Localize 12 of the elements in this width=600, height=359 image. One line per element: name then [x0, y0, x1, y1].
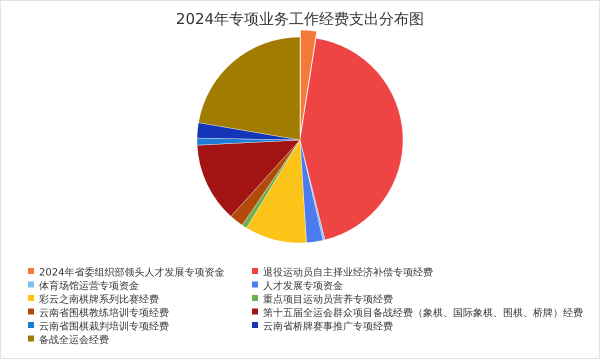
- legend-label: 云南省桥牌赛事推广专项经费: [263, 320, 393, 332]
- legend-label: 彩云之南棋牌系列比赛经费: [39, 294, 159, 306]
- legend-label: 人才发展专项资金: [263, 280, 343, 292]
- legend-label: 备战全运会经费: [39, 334, 109, 346]
- legend-label: 体育场馆运营专项资金: [39, 280, 139, 292]
- legend-label: 云南省围棋教练培训专项经费: [39, 307, 169, 319]
- legend-label: 重点项目运动员营养专项经费: [263, 294, 393, 306]
- chart-title: 2024年专项业务工作经费支出分布图: [176, 10, 424, 28]
- legend-label: 退役运动员自主择业经济补偿专项经费: [263, 266, 433, 278]
- legend-label: 第十五届全运会群众项目备战经费（象棋、国际象棋、围棋、桥牌）经费: [263, 307, 583, 319]
- legend-label: 2024年省委组织部领头人才发展专项资金: [39, 266, 224, 278]
- legend-label: 云南省围棋裁判培训专项经费: [39, 320, 169, 332]
